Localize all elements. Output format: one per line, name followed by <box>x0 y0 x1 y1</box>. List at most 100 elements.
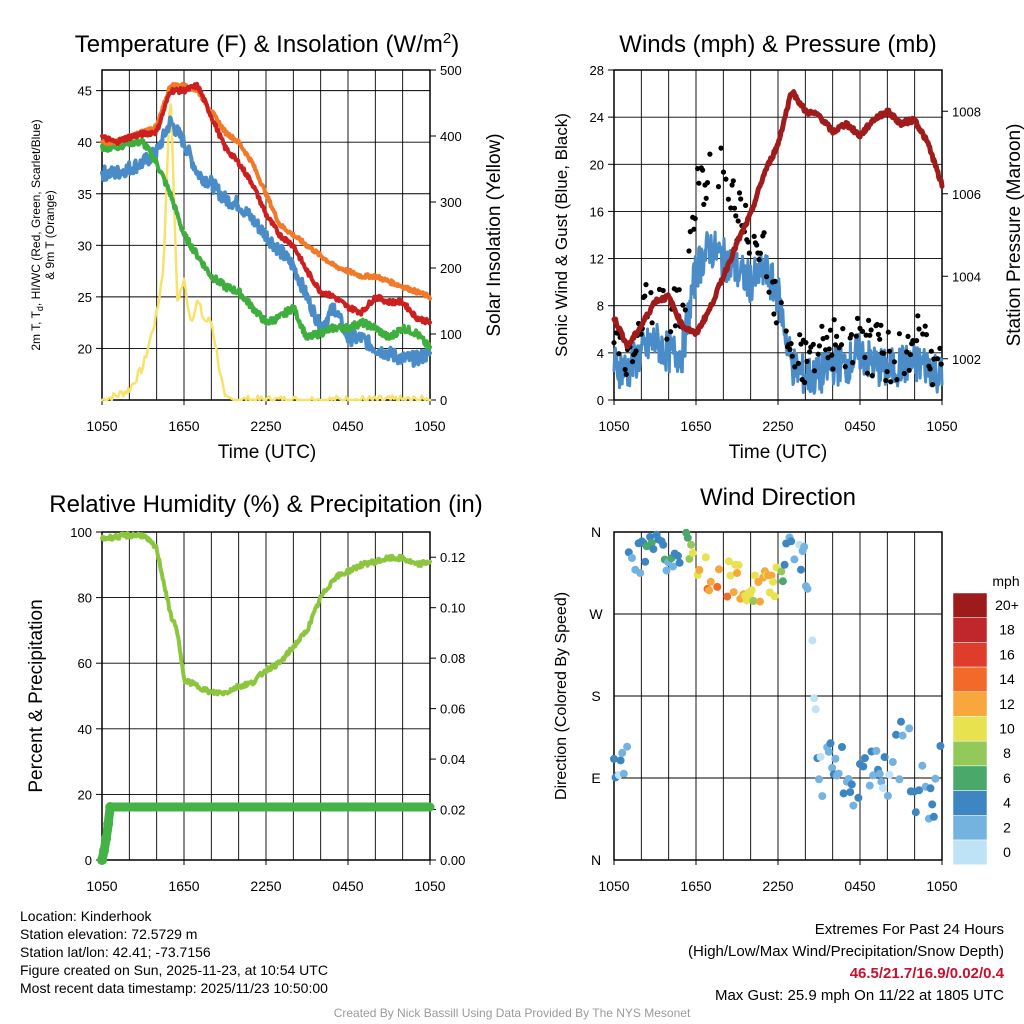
x-tick-label: 1050 <box>86 418 117 434</box>
precip-point <box>97 855 107 865</box>
legend-label: 10 <box>999 721 1015 737</box>
gust-point <box>763 274 770 280</box>
direction-point <box>892 730 901 739</box>
gust-point <box>622 366 628 373</box>
direction-point <box>695 566 704 574</box>
gust-point <box>783 328 789 334</box>
direction-point <box>780 560 789 569</box>
gust-point <box>772 278 778 284</box>
gust-point <box>746 250 752 256</box>
gust-point <box>910 338 916 344</box>
gust-point <box>816 343 823 349</box>
legend-label: 2 <box>1003 819 1011 835</box>
gust-point <box>761 230 767 236</box>
gust-point <box>676 287 682 293</box>
direction-point <box>831 754 840 763</box>
gust-point <box>875 331 882 337</box>
x-tick-label: 2250 <box>762 878 793 894</box>
direction-point <box>713 582 722 591</box>
x-tick-label: 0450 <box>332 878 363 894</box>
y-tick-label: 25 <box>78 290 92 305</box>
gust-point <box>787 346 793 353</box>
direction-point <box>895 775 904 784</box>
temp-y-label: 2m T, Td, HI/WC (Red, Green, Scarlet/Blu… <box>29 119 57 350</box>
gust-point <box>629 359 636 365</box>
direction-label: S <box>591 688 600 704</box>
legend-swatch <box>952 642 988 668</box>
direction-point <box>734 561 743 570</box>
gust-point <box>884 369 890 375</box>
direction-point <box>641 557 650 566</box>
gust-point <box>730 178 736 184</box>
direction-point <box>859 762 868 771</box>
gust-point <box>642 293 648 299</box>
direction-point <box>646 533 655 541</box>
y2-tick-label: 0.12 <box>440 550 465 565</box>
gust-point <box>803 340 809 346</box>
y-tick-label: 40 <box>78 722 92 737</box>
gust-point <box>735 218 741 224</box>
legend-label: 20+ <box>995 597 1019 613</box>
direction-point <box>688 549 697 557</box>
direction-label: E <box>591 770 600 786</box>
x-tick-label: 2250 <box>250 418 281 434</box>
direction-point <box>790 555 799 564</box>
gust-point <box>928 348 934 354</box>
y-tick-label: 0 <box>85 853 92 868</box>
direction-point <box>669 562 677 571</box>
legend-label: 12 <box>999 696 1015 712</box>
gust-point <box>715 184 722 190</box>
direction-point <box>877 777 886 786</box>
y2-tick-label: 0.06 <box>440 702 465 717</box>
legend-swatch <box>952 592 988 618</box>
y2-tick-label: 300 <box>440 195 462 210</box>
y-tick-label: 4 <box>597 346 604 361</box>
gust-point <box>807 349 813 355</box>
legend-label: 16 <box>999 646 1015 662</box>
gust-point <box>778 300 784 306</box>
extremes-subtitle: (High/Low/Max Wind/Precipitation/Snow De… <box>688 943 1004 960</box>
gust-point <box>834 333 840 339</box>
direction-point <box>742 596 751 605</box>
gust-point <box>668 329 674 335</box>
gust-point <box>927 366 933 372</box>
direction-point <box>747 586 756 595</box>
gust-point <box>930 382 936 388</box>
gust-point <box>894 377 900 383</box>
direction-point <box>729 588 738 597</box>
gust-point <box>907 352 914 358</box>
legend-swatch <box>952 815 988 841</box>
direction-point <box>662 566 671 575</box>
gust-point <box>682 307 688 313</box>
legend-label: 18 <box>999 622 1015 638</box>
gust-point <box>905 333 911 339</box>
gust-point <box>831 317 837 323</box>
gust-point <box>825 355 831 361</box>
direction-point <box>816 752 825 761</box>
direction-point <box>787 537 796 546</box>
y2-tick-label: 0.02 <box>440 803 465 818</box>
precip-point <box>105 802 116 813</box>
y2-tick-label: 1002 <box>952 352 981 367</box>
gust-point <box>923 332 930 338</box>
gust-point <box>718 145 724 151</box>
direction-point <box>687 540 696 549</box>
speed-legend: 20+ 18 16 14 12 10 8 6 4 2 0 <box>952 592 1019 865</box>
y-tick-label: 80 <box>78 591 92 606</box>
y2-tick-label: 1008 <box>952 104 981 119</box>
gust-point <box>725 196 732 202</box>
direction-point <box>778 577 787 586</box>
legend-swatch <box>952 691 988 717</box>
y2-tick-label: 0.10 <box>440 601 465 616</box>
direction-point <box>674 551 682 560</box>
direction-point <box>838 743 846 751</box>
direction-point <box>628 554 636 562</box>
gust-point <box>798 341 804 347</box>
y2-tick-label: 0.08 <box>440 651 465 666</box>
gust-point <box>700 167 706 173</box>
direction-point <box>770 592 779 601</box>
x-tick-label: 1650 <box>168 418 199 434</box>
direction-point <box>915 786 923 795</box>
direction-point <box>818 792 827 801</box>
direction-point <box>715 565 723 574</box>
